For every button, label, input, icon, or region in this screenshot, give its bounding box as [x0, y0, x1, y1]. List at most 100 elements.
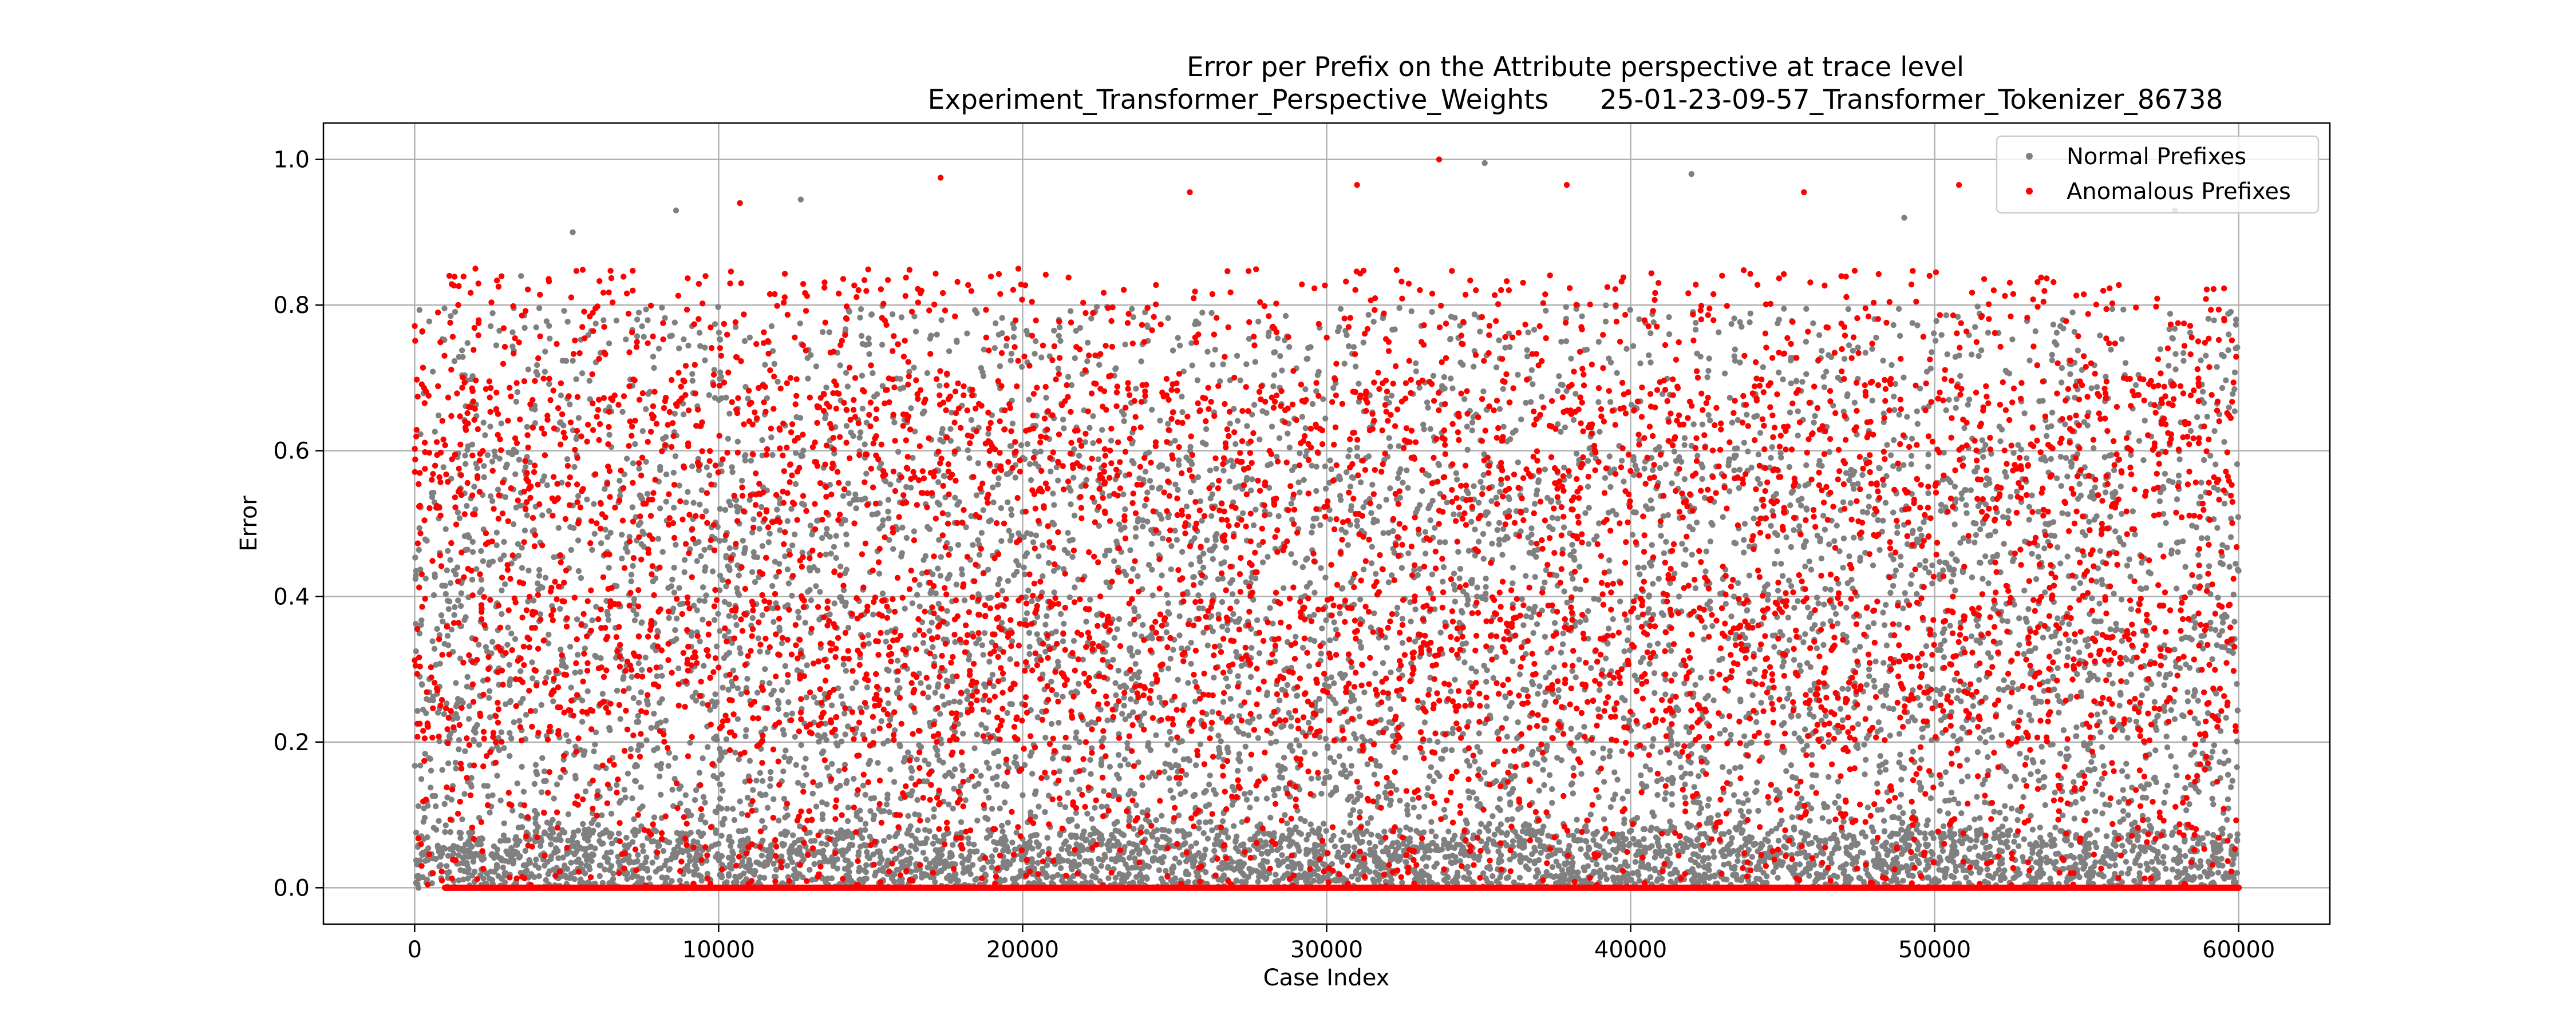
normal-point: [536, 873, 542, 880]
normal-point: [1290, 860, 1296, 866]
normal-point: [1804, 604, 1811, 611]
normal-point: [1216, 643, 1223, 649]
normal-point: [2024, 455, 2030, 461]
normal-point: [1859, 509, 1866, 515]
normal-point: [2209, 656, 2215, 663]
normal-point: [1112, 366, 1119, 373]
normal-point: [1189, 362, 1195, 369]
normal-point: [1196, 819, 1203, 826]
normal-point: [621, 842, 628, 849]
normal-point: [1266, 329, 1272, 336]
normal-point: [444, 567, 450, 573]
normal-point: [1141, 502, 1148, 509]
normal-point: [1164, 466, 1171, 473]
normal-point: [2226, 404, 2232, 411]
normal-point: [629, 504, 636, 510]
normal-point: [730, 851, 737, 857]
normal-point: [1327, 637, 1333, 644]
normal-point: [1496, 541, 1502, 548]
normal-point: [1464, 446, 1471, 453]
normal-point: [1661, 796, 1668, 802]
normal-point: [1036, 803, 1042, 810]
normal-point: [1795, 433, 1801, 439]
normal-point: [1416, 814, 1422, 820]
normal-point: [1506, 791, 1512, 797]
normal-point: [1313, 488, 1319, 494]
normal-point: [2021, 651, 2027, 657]
normal-point: [2164, 782, 2171, 789]
normal-point: [1950, 732, 1957, 739]
normal-point: [2093, 844, 2100, 850]
normal-point: [1666, 314, 1672, 320]
normal-point: [2040, 635, 2046, 641]
normal-point: [2109, 680, 2116, 687]
normal-point: [931, 653, 938, 660]
normal-point: [2073, 724, 2080, 731]
normal-point: [704, 464, 710, 470]
normal-point: [1600, 745, 1606, 752]
normal-point: [823, 385, 829, 391]
normal-point: [1694, 453, 1701, 459]
normal-point: [1483, 575, 1489, 582]
normal-point: [1940, 685, 1946, 692]
normal-point: [2118, 596, 2125, 603]
normal-point: [1348, 503, 1354, 509]
normal-point: [568, 859, 574, 866]
normal-point: [452, 604, 458, 611]
normal-point: [1252, 359, 1258, 365]
normal-point: [547, 335, 553, 342]
normal-point: [975, 781, 982, 787]
normal-point: [1894, 523, 1901, 530]
normal-point: [2221, 500, 2228, 507]
normal-point: [1229, 802, 1235, 808]
normal-point: [424, 834, 430, 841]
normal-point: [1318, 790, 1325, 797]
normal-point: [1649, 542, 1655, 548]
normal-point: [879, 342, 886, 348]
normal-point: [2186, 801, 2192, 807]
normal-point: [1666, 818, 1673, 825]
normal-point: [1127, 547, 1133, 553]
normal-point: [1026, 461, 1033, 468]
normal-point: [1388, 393, 1395, 399]
normal-point: [1360, 566, 1367, 573]
normal-point: [870, 611, 876, 618]
normal-point: [1688, 770, 1694, 777]
normal-point: [2235, 514, 2242, 520]
normal-point: [1776, 316, 1782, 323]
normal-point: [843, 541, 850, 548]
normal-point: [1452, 676, 1458, 683]
normal-point: [2040, 784, 2046, 791]
normal-point: [938, 317, 945, 323]
normal-point: [445, 760, 452, 767]
normal-point: [530, 675, 536, 682]
normal-point: [775, 706, 782, 712]
normal-point: [1050, 874, 1057, 880]
normal-point: [744, 794, 751, 801]
normal-point: [1798, 502, 1804, 509]
normal-point: [1981, 799, 1988, 806]
normal-point: [1816, 332, 1823, 338]
normal-point: [675, 665, 682, 672]
normal-point: [815, 732, 821, 739]
normal-point: [897, 376, 904, 382]
normal-point: [1595, 339, 1602, 345]
normal-point: [960, 767, 966, 774]
normal-point: [731, 817, 738, 823]
normal-point: [771, 360, 778, 367]
normal-point: [1666, 759, 1673, 766]
normal-point: [1207, 772, 1213, 779]
normal-point: [746, 334, 753, 340]
normal-point: [1726, 768, 1733, 775]
normal-point: [2116, 703, 2123, 709]
normal-point: [1943, 312, 1950, 319]
normal-point: [500, 864, 506, 871]
normal-point: [1115, 752, 1122, 758]
normal-point: [1972, 468, 1979, 475]
normal-point: [1642, 763, 1649, 770]
normal-point: [939, 693, 946, 700]
normal-point: [1357, 479, 1364, 486]
normal-point: [1549, 864, 1556, 870]
normal-point: [1705, 802, 1711, 809]
normal-point: [1570, 417, 1577, 423]
